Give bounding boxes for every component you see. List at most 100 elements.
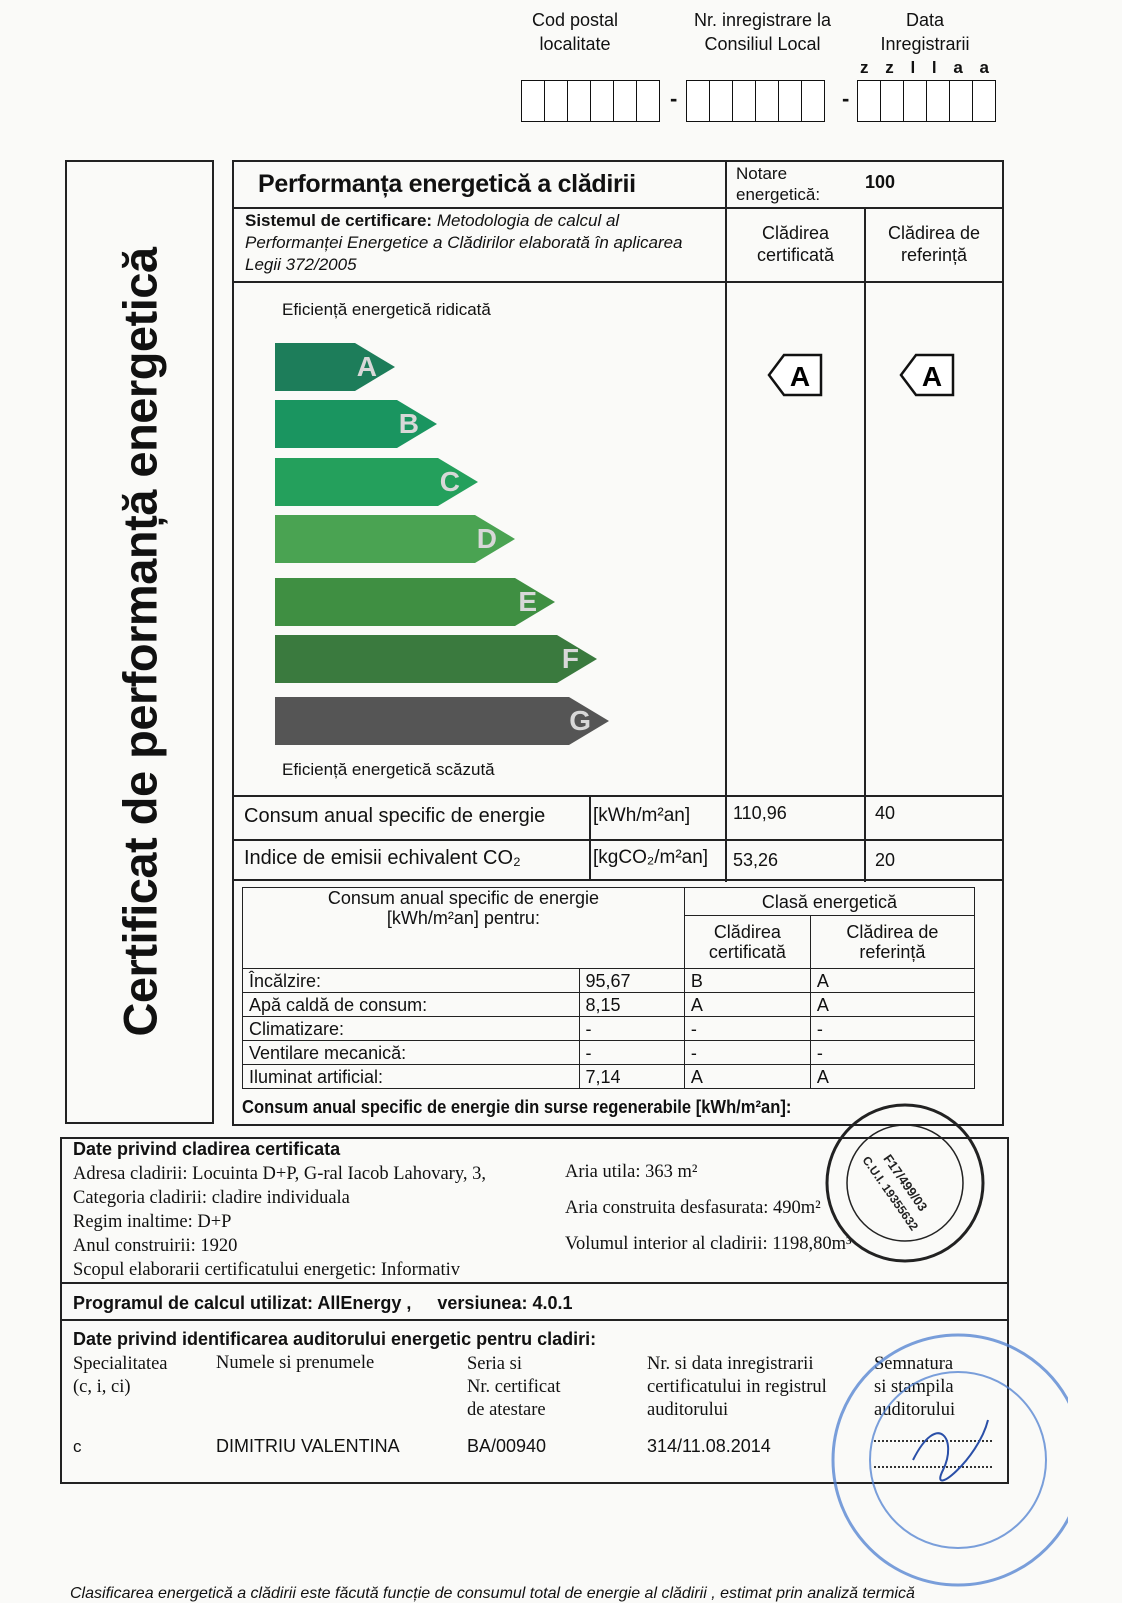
scale-top-label: Eficiență energetică ridicată [282, 300, 491, 319]
row-certified: - [683, 1040, 811, 1065]
row-reference: A [809, 992, 976, 1017]
auditor-spec: c [73, 1437, 82, 1456]
register-label: Nr. inregistrare la Consiliul Local [670, 8, 855, 56]
certified-class-badge: A [767, 353, 823, 397]
label-line: Nr. inregistrare la [693, 10, 832, 30]
row-value: 8,15 [578, 992, 685, 1017]
label-line: Consum anual specific de energie [327, 888, 599, 908]
program: Programul de calcul utilizat: AllEnergy … [73, 1293, 573, 1314]
system-label: Sistemul de certificare: [245, 211, 433, 230]
energy-class-d-arrow: D [275, 515, 515, 563]
row-value: 7,14 [578, 1064, 685, 1089]
building-data-box [60, 1137, 1009, 1484]
consumption-certified: 110,96 [733, 803, 787, 823]
certification-system: Sistemul de certificare: Metodologia de … [245, 210, 715, 276]
class-letter: F [561, 643, 579, 674]
building-purpose: Scopul elaborarii certificatului energet… [73, 1260, 460, 1280]
class-head: Clasă energetică [683, 887, 976, 916]
certified-class: A [790, 361, 810, 392]
auditor-reg: 314/11.08.2014 [647, 1436, 771, 1456]
breakdown-row: Încălzire: 95,67 B A [242, 968, 976, 993]
auditor-stamp [831, 1333, 1068, 1587]
energy-class-c-arrow: C [275, 458, 478, 506]
postal-code-input[interactable] [520, 80, 660, 122]
class-letter: D [476, 523, 497, 554]
label-line: localitate [539, 34, 611, 54]
row-value: 95,67 [578, 968, 685, 993]
label-line: energetică: [736, 185, 821, 204]
label-line: (c, i, ci) [73, 1377, 131, 1397]
row-label: Iluminat artificial: [242, 1064, 580, 1089]
auditor-series-head: Seria si Nr. certificat de atestare [467, 1353, 560, 1422]
emissions-label: Indice de emisii echivalent CO₂ [244, 847, 521, 869]
row-reference: A [809, 1064, 976, 1089]
breakdown-table: Consum anual specific de energie [kWh/m²a… [242, 887, 976, 1089]
date-format: z z l l a a [860, 58, 995, 77]
row-label: Apă caldă de consum: [242, 992, 580, 1017]
reference-class-badge: A [899, 353, 955, 397]
label-line: Specialitatea [73, 1354, 168, 1374]
class-letter: C [439, 466, 460, 497]
main-title: Performanța energetică a clădirii [258, 170, 636, 198]
breakdown-row: Ventilare mecanică: - - - [242, 1040, 976, 1065]
label-line: auditorului [647, 1400, 729, 1420]
program-version: versiunea: 4.0.1 [437, 1293, 573, 1313]
register-date-input[interactable] [856, 80, 996, 122]
class-letter: G [569, 705, 591, 736]
label-line: de atestare [467, 1400, 546, 1420]
col-certified: Clădirea certificată [683, 915, 811, 969]
label-line: Notare [736, 164, 788, 183]
reference-class: A [922, 361, 942, 392]
signature-line [874, 1440, 992, 1442]
building-title: Date privind cladirea certificata [73, 1139, 341, 1159]
energy-class-g-arrow: G [275, 697, 609, 745]
label-line: Consiliul Local [704, 34, 821, 54]
class-letter: A [356, 351, 377, 382]
separator: - [670, 86, 678, 111]
label-line: Semnatura [874, 1354, 954, 1374]
label-line: certificatului in registrul [647, 1377, 827, 1397]
row-label: Ventilare mecanică: [242, 1040, 580, 1065]
label-line: si stampila [874, 1377, 954, 1397]
row-certified: - [683, 1016, 811, 1041]
label-line: Nr. certificat [467, 1377, 561, 1397]
label-line: Cod postal [531, 10, 619, 30]
row-reference: - [809, 1016, 976, 1041]
breakdown-row: Apă caldă de consum: 8,15 A A [242, 992, 976, 1017]
building-height: Regim inaltime: D+P [73, 1212, 232, 1232]
label-line: Inregistrarii [880, 34, 970, 54]
building-category: Categoria cladirii: cladire individuala [73, 1188, 350, 1208]
pfa-stamp: F17/499/03 C.U.I. 19355632 [825, 1103, 985, 1263]
label-line: auditorului [874, 1400, 956, 1420]
col-reference: Clădirea de referință [809, 915, 976, 969]
col-reference: Clădirea de referință [887, 223, 981, 265]
auditor-name: DIMITRIU VALENTINA [216, 1436, 400, 1456]
register-number-input[interactable] [685, 80, 825, 122]
footer-note: Clasificarea energetică a clădirii este … [70, 1585, 915, 1602]
signature [912, 1419, 989, 1482]
rating-label: Notare energetică: [736, 163, 820, 205]
side-title-box: Certificat de performanță energetică [65, 160, 214, 1124]
energy-class-f-arrow: F [275, 635, 597, 683]
col-certified: Clădirea certificată [756, 223, 835, 265]
building-address: Adresa cladirii: Locuinta D+P, G-ral Iac… [73, 1164, 487, 1184]
row-label: Climatizare: [242, 1016, 580, 1041]
auditor-reg-head: Nr. si data inregistrarii certificatului … [647, 1353, 827, 1422]
row-certified: A [683, 992, 811, 1017]
consumption-unit: [kWh/m²an] [593, 805, 691, 826]
auditor-sig-head: Semnatura si stampila auditorului [874, 1353, 955, 1422]
built-area: Aria construita desfasurata: 490m² [565, 1198, 821, 1218]
auditor-spec-head: Specialitatea (c, i, ci) [73, 1353, 168, 1399]
row-reference: A [809, 968, 976, 993]
program-label: Programul de calcul utilizat: AllEnergy … [73, 1293, 412, 1313]
scale-bottom-label: Eficiență energetică scăzută [282, 760, 495, 779]
side-title: Certificat de performanță energetică [113, 247, 166, 1037]
energy-class-b-arrow: B [275, 400, 437, 448]
interior-volume: Volumul interior al cladirii: 1198,80m³ [565, 1234, 852, 1254]
consumption-label: Consum anual specific de energie [244, 805, 546, 827]
renewable-label: Consum anual specific de energie din sur… [242, 1097, 792, 1117]
emissions-unit: [kgCO₂/m²an] [593, 847, 709, 868]
row-certified: A [683, 1064, 811, 1089]
label-line: Data [905, 10, 945, 30]
separator: - [842, 86, 850, 111]
